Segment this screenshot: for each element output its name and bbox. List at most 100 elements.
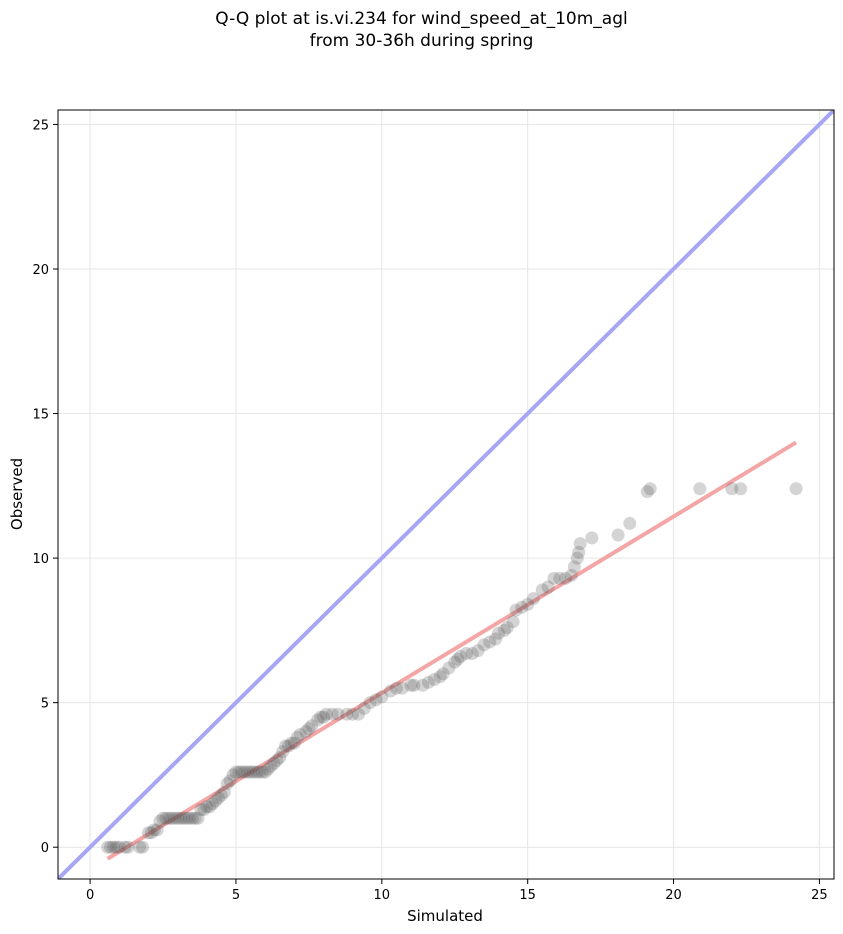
data-point xyxy=(104,840,118,854)
chart-title-line-1: Q-Q plot at is.vi.234 for wind_speed_at_… xyxy=(215,9,628,29)
data-point xyxy=(325,707,339,721)
data-point xyxy=(541,580,555,594)
data-point xyxy=(246,765,260,779)
data-point xyxy=(229,765,243,779)
data-point xyxy=(156,811,170,825)
data-point xyxy=(290,730,304,744)
data-point xyxy=(241,765,255,779)
data-point xyxy=(279,739,293,753)
data-point xyxy=(197,803,211,817)
data-point xyxy=(185,811,199,825)
data-point xyxy=(235,765,249,779)
data-point xyxy=(273,751,287,765)
data-point xyxy=(118,840,132,854)
x-tick-label: 5 xyxy=(232,888,240,903)
data-point xyxy=(384,684,398,698)
data-point xyxy=(389,681,403,695)
data-point xyxy=(509,603,523,617)
data-point xyxy=(109,840,123,854)
data-point xyxy=(319,707,333,721)
data-point xyxy=(547,571,561,585)
data-point xyxy=(276,745,290,759)
data-point xyxy=(369,693,383,707)
x-tick-label: 20 xyxy=(665,888,682,903)
data-point xyxy=(162,811,176,825)
x-axis-label: Simulated xyxy=(407,907,483,925)
data-point xyxy=(226,768,240,782)
data-point xyxy=(106,840,120,854)
data-point xyxy=(144,826,158,840)
data-point xyxy=(136,840,150,854)
data-point xyxy=(281,739,295,753)
data-point xyxy=(249,765,263,779)
data-point xyxy=(112,840,126,854)
data-point xyxy=(471,644,485,658)
data-point xyxy=(267,756,281,770)
data-point xyxy=(693,482,707,496)
ticks: 0 5 10 15 20 25 0 5 10 15 20 25 xyxy=(32,118,827,903)
data-point xyxy=(483,635,497,649)
data-point xyxy=(171,811,185,825)
data-point xyxy=(211,791,225,805)
data-point xyxy=(363,696,377,710)
data-point xyxy=(141,826,155,840)
data-point xyxy=(150,823,164,837)
data-point xyxy=(442,661,456,675)
data-point xyxy=(214,788,228,802)
data-point xyxy=(200,800,214,814)
data-point xyxy=(404,678,418,692)
data-point xyxy=(497,623,511,637)
data-point xyxy=(427,673,441,687)
data-point xyxy=(573,537,587,551)
data-point xyxy=(395,681,409,695)
data-point xyxy=(500,620,514,634)
y-tick-label: 10 xyxy=(32,552,49,567)
data-points xyxy=(101,482,803,854)
data-point xyxy=(640,485,654,499)
data-point xyxy=(299,725,313,739)
data-point xyxy=(789,482,803,496)
data-point xyxy=(244,765,258,779)
data-point xyxy=(535,583,549,597)
data-point xyxy=(121,840,135,854)
data-point xyxy=(436,667,450,681)
data-point xyxy=(340,707,354,721)
data-point xyxy=(316,710,330,724)
data-point xyxy=(188,811,202,825)
data-point xyxy=(305,719,319,733)
data-point xyxy=(232,765,246,779)
data-point xyxy=(284,736,298,750)
data-point xyxy=(489,632,503,646)
data-point xyxy=(252,765,266,779)
x-tick-label: 25 xyxy=(811,888,828,903)
data-point xyxy=(194,803,208,817)
data-point xyxy=(351,707,365,721)
fit-line xyxy=(106,440,798,861)
data-point xyxy=(416,678,430,692)
data-point xyxy=(287,736,301,750)
data-point xyxy=(223,774,237,788)
data-point xyxy=(585,531,599,545)
data-point xyxy=(465,647,479,661)
data-point xyxy=(407,678,421,692)
data-point xyxy=(217,785,231,799)
data-point xyxy=(191,811,205,825)
data-point xyxy=(346,707,360,721)
data-point xyxy=(527,592,541,606)
x-tick-label: 10 xyxy=(374,888,391,903)
data-point xyxy=(293,727,307,741)
data-point xyxy=(623,516,637,530)
data-point xyxy=(572,545,586,559)
data-point xyxy=(206,797,220,811)
data-point xyxy=(165,811,179,825)
data-point xyxy=(570,551,584,565)
y-tick-label: 20 xyxy=(32,263,49,278)
data-point xyxy=(255,765,269,779)
data-point xyxy=(238,765,252,779)
data-point xyxy=(567,560,581,574)
data-point xyxy=(477,638,491,652)
data-point xyxy=(153,814,167,828)
identity-line xyxy=(58,110,834,879)
data-point xyxy=(433,670,447,684)
data-point xyxy=(492,626,506,640)
